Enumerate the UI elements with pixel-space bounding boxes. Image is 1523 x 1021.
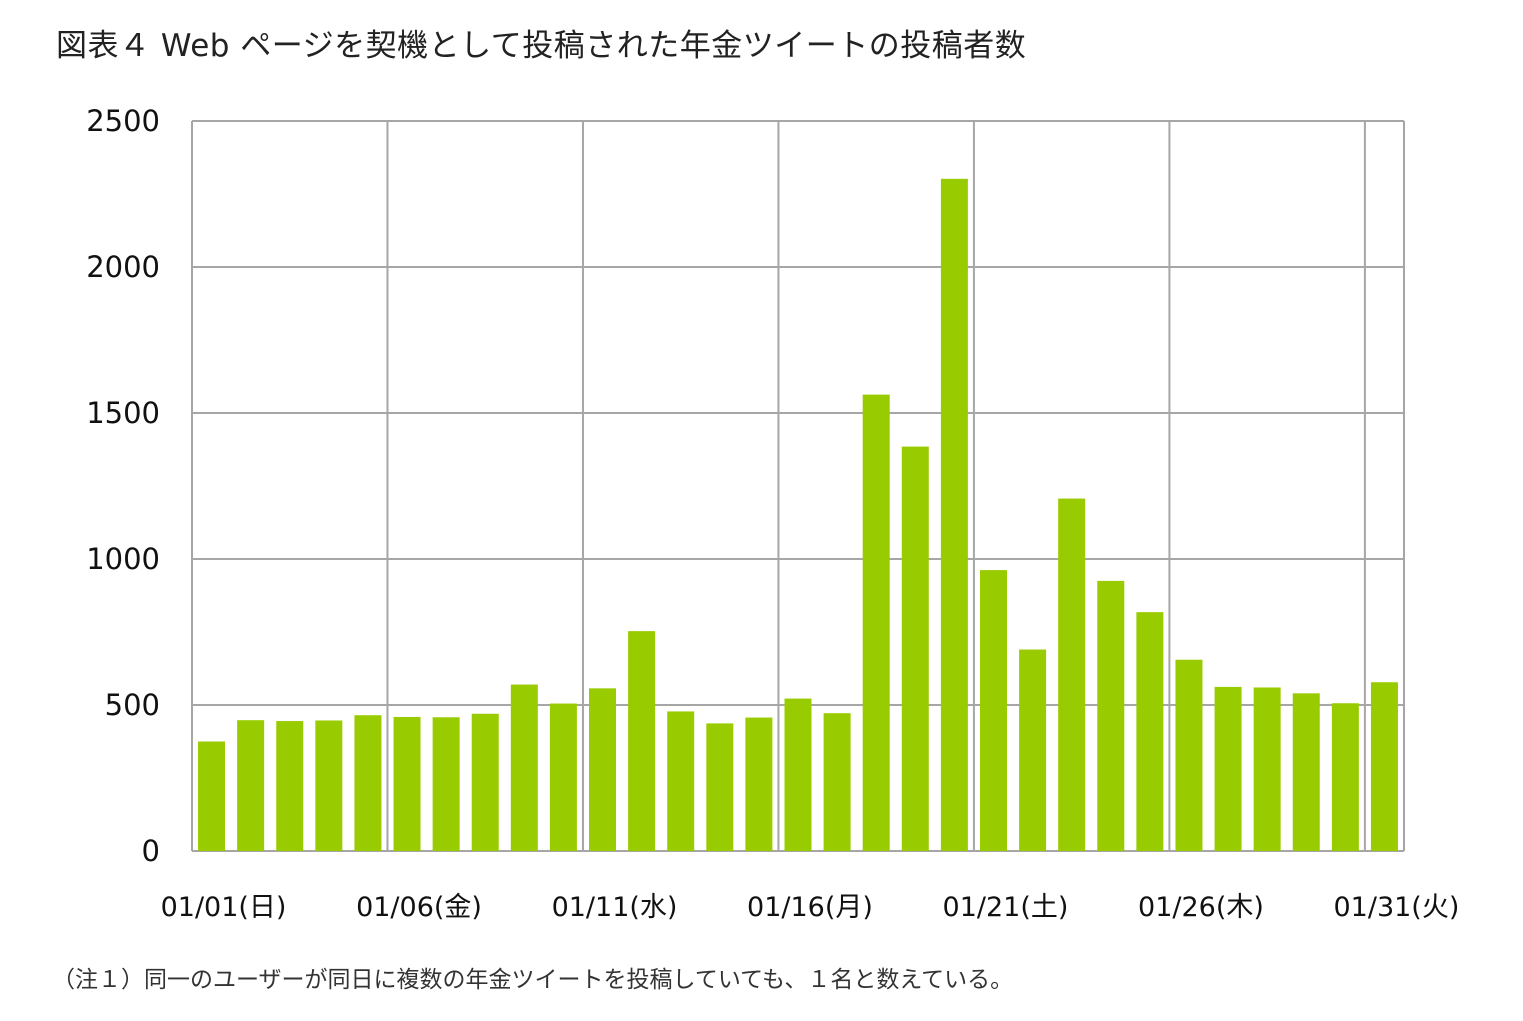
bar bbox=[354, 715, 382, 851]
bar bbox=[510, 684, 538, 851]
bar bbox=[745, 717, 773, 851]
bar bbox=[940, 178, 968, 852]
y-axis-ticks: 0 500 1000 1500 2000 2500 bbox=[86, 104, 160, 868]
bar bbox=[1370, 682, 1398, 851]
x-tick-label: 01/21(土) bbox=[943, 892, 1069, 923]
y-tick-label: 500 bbox=[105, 688, 160, 722]
y-tick-label: 2500 bbox=[86, 104, 160, 138]
bar bbox=[1175, 659, 1203, 851]
bar bbox=[784, 698, 812, 851]
bar bbox=[706, 723, 734, 851]
bar bbox=[471, 713, 499, 851]
footnote: （注１）同一のユーザーが同日に複数の年金ツイートを投稿していても、１名と数えてい… bbox=[52, 967, 1014, 993]
y-tick-label: 1000 bbox=[86, 542, 160, 576]
bar bbox=[237, 720, 265, 851]
bars bbox=[198, 178, 1398, 852]
bar bbox=[432, 717, 460, 851]
x-tick-label: 01/01(日) bbox=[161, 892, 287, 923]
bar bbox=[1292, 693, 1320, 851]
bar bbox=[1331, 703, 1359, 851]
y-tick-label: 0 bbox=[142, 834, 160, 868]
bar bbox=[393, 716, 421, 851]
bar bbox=[315, 720, 343, 851]
y-tick-label: 1500 bbox=[86, 396, 160, 430]
y-tick-label: 2000 bbox=[86, 250, 160, 284]
bar bbox=[549, 703, 577, 851]
bar bbox=[1097, 580, 1125, 851]
bar bbox=[1058, 498, 1086, 851]
x-tick-label: 01/31(火) bbox=[1334, 892, 1460, 923]
bar bbox=[901, 446, 929, 851]
x-tick-label: 01/16(月) bbox=[747, 892, 873, 923]
bar bbox=[823, 713, 851, 851]
bar bbox=[276, 721, 304, 851]
bar bbox=[198, 741, 226, 851]
bar bbox=[1136, 612, 1164, 851]
bar bbox=[1253, 687, 1281, 851]
bar bbox=[1214, 686, 1242, 851]
bar bbox=[628, 631, 656, 851]
bar bbox=[589, 688, 617, 851]
bar bbox=[1019, 649, 1047, 851]
chart-title: 図表４ Web ページを契機として投稿された年金ツイートの投稿者数 bbox=[56, 28, 1027, 64]
bar bbox=[979, 570, 1007, 851]
x-axis-ticks: 01/01(日) 01/06(金) 01/11(水) 01/16(月) 01/21(土)… bbox=[161, 892, 1460, 923]
x-tick-label: 01/11(水) bbox=[552, 892, 678, 923]
bar bbox=[862, 394, 890, 851]
x-tick-label: 01/06(金) bbox=[356, 892, 482, 923]
bar bbox=[667, 711, 695, 851]
x-tick-label: 01/26(木) bbox=[1138, 892, 1264, 923]
